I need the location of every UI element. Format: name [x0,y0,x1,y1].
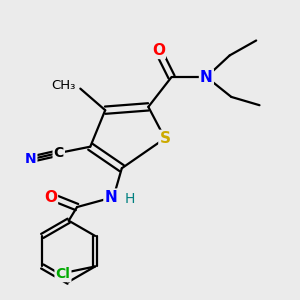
Text: CH₃: CH₃ [51,80,75,92]
Text: N: N [25,152,36,166]
Text: N: N [104,190,117,205]
Text: O: O [152,43,165,58]
Text: Cl: Cl [56,267,70,281]
Text: N: N [200,70,213,85]
Text: H: H [124,192,135,206]
Text: S: S [159,131,170,146]
Text: C: C [54,146,64,160]
Text: O: O [44,190,57,205]
